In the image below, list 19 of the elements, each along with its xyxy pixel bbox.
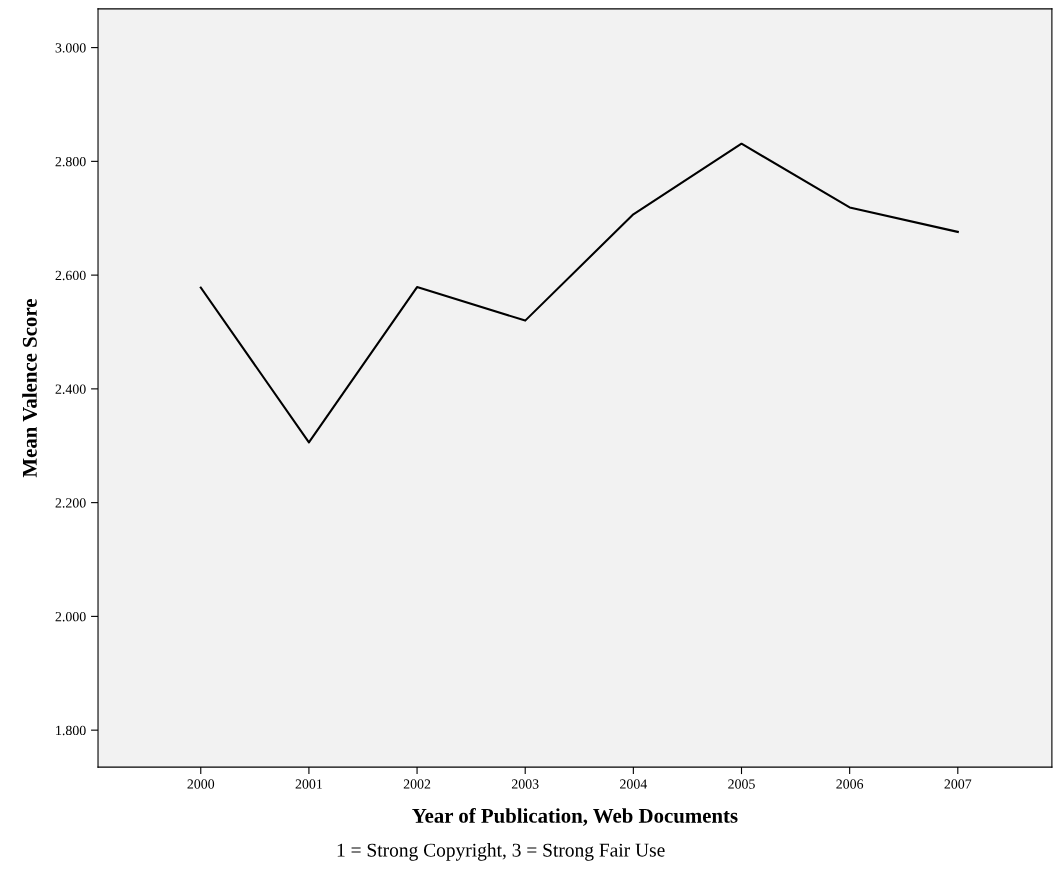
x-tick-label: 2000 bbox=[187, 779, 215, 789]
y-tick-label: 2.000 bbox=[55, 611, 86, 622]
x-tick-label: 2005 bbox=[728, 779, 755, 789]
x-tick-label: 2007 bbox=[944, 779, 972, 789]
y-axis-title: Mean Valence Score bbox=[22, 299, 37, 478]
text: 1 = Strong Copyright, 3 = Strong Fair Use bbox=[337, 843, 665, 861]
x-tick-label: 2003 bbox=[511, 779, 539, 789]
x-axis-title: Year of Publication, Web Documents bbox=[412, 807, 738, 826]
y-tick-label: 2.200 bbox=[55, 498, 86, 508]
y-tick-label: 2.600 bbox=[55, 270, 86, 281]
x-tick-label: 2006 bbox=[836, 779, 864, 789]
x-tick-label: 2001 bbox=[295, 779, 322, 789]
y-tick-label: 3.000 bbox=[55, 43, 86, 53]
y-tick-label: 2.400 bbox=[55, 384, 86, 394]
y-tick-label: 1.800 bbox=[56, 725, 86, 736]
y-tick-label: 2.800 bbox=[55, 156, 86, 167]
x-tick-label: 2002 bbox=[403, 779, 431, 789]
x-tick-label: 2004 bbox=[620, 779, 648, 789]
line-series bbox=[199, 142, 959, 444]
